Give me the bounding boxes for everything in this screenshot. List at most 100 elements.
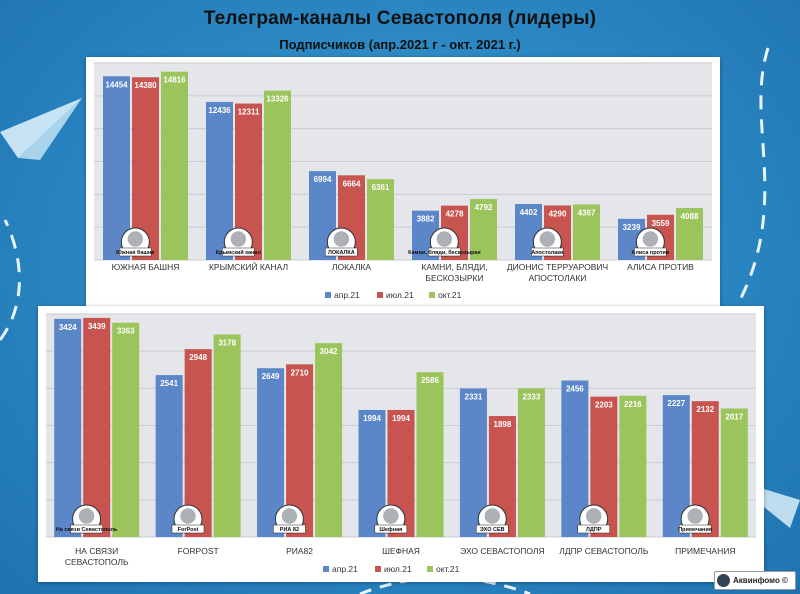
legend-label: апр.21	[332, 564, 358, 574]
avatar-picture-icon	[539, 231, 556, 247]
bar-окт21-2	[367, 179, 394, 260]
page-subtitle: Подписчиков (апр.2021 г - окт. 2021 г.)	[279, 37, 521, 52]
legend-swatch	[323, 566, 329, 572]
category-label: FORPOST	[178, 546, 219, 556]
category-label: НА СВЯЗИ СЕВАСТОПОЛЬ	[65, 546, 129, 567]
data-label: 3178	[218, 339, 236, 348]
data-label: 13326	[266, 95, 289, 104]
data-label: 2331	[465, 392, 483, 401]
bar-окт21-4	[517, 388, 545, 537]
avatar-caption-box	[119, 247, 152, 257]
bar-окт21-1	[213, 334, 241, 537]
avatar-caption: ЛДПР	[586, 527, 602, 533]
avatar-caption: Примечания	[678, 527, 712, 533]
avatar-caption: На связи Севастополь	[56, 527, 118, 533]
avatar-picture-icon	[436, 231, 453, 247]
legend-label: апр.21	[334, 290, 360, 300]
avatar-caption-box	[577, 524, 610, 534]
avatar-caption: ForPost	[178, 527, 199, 533]
legend-swatch	[375, 566, 381, 572]
avatar-picture-icon	[78, 508, 95, 524]
category-label: ШЕФНАЯ	[382, 546, 420, 556]
source-label: Аквинфомо ©	[733, 576, 788, 585]
avatar-caption: Алиса против	[631, 250, 670, 256]
avatar-caption-box	[273, 524, 306, 534]
data-label: 14380	[134, 81, 157, 90]
data-label: 4402	[520, 208, 538, 217]
legend-swatch	[427, 566, 433, 572]
avatar-caption-box	[634, 247, 667, 257]
category-label: АЛИСА ПРОТИВ	[627, 262, 694, 272]
data-label: 3559	[652, 219, 670, 228]
data-label: 4792	[475, 203, 493, 212]
avatar-caption-box	[531, 247, 564, 257]
avatar-picture-icon	[180, 508, 196, 524]
avatar-caption: Апостолаки	[531, 250, 563, 256]
bar-окт21-0	[161, 71, 188, 260]
legend-swatch	[429, 292, 435, 298]
data-label: 1994	[392, 414, 410, 423]
bar-окт21-3	[416, 372, 444, 537]
data-label: 4367	[578, 208, 596, 217]
chart-panel-top: 14454 14380 14816 Южная башня ЮЖНАЯ БАШНЯ 124…	[86, 57, 720, 309]
data-label: 2227	[667, 399, 685, 408]
data-label: 2216	[624, 400, 642, 409]
category-label: ЮЖНАЯ БАШНЯ	[112, 262, 180, 272]
avatar-picture-icon	[127, 231, 144, 247]
bar-окт21-6	[720, 408, 748, 537]
avatar-picture-icon	[333, 231, 350, 247]
data-label: 3424	[59, 323, 77, 332]
bar-окт21-4	[573, 204, 600, 260]
avatar-caption-box	[374, 524, 408, 534]
avatar-picture-icon	[586, 508, 602, 524]
avatar-picture-icon	[484, 508, 500, 524]
page-title: Телеграм-каналы Севастополя (лидеры)	[203, 8, 597, 29]
avatar-caption-box	[476, 524, 509, 534]
bar-окт21-0	[112, 322, 140, 537]
data-label: 1898	[494, 420, 512, 429]
avatar-caption-box	[678, 524, 712, 534]
avatar-caption: Шефная	[379, 526, 402, 533]
data-label: 4088	[681, 212, 699, 221]
data-label: 2541	[160, 379, 178, 388]
avatar-caption-box	[222, 247, 255, 257]
avatar-caption: ЭХО СЕВ	[480, 527, 505, 533]
legend-swatch	[325, 292, 331, 298]
bar-chart-top: 14454 14380 14816 Южная башня ЮЖНАЯ БАШНЯ 124…	[94, 62, 712, 300]
data-label: 3439	[88, 322, 106, 331]
category-label: ДИОНИС ТЕРРУАРОВИЧ АПОСТОЛАКИ	[507, 262, 608, 283]
category-label: ЛДПР СЕВАСТОПОЛЬ	[559, 546, 649, 556]
legend-swatch	[377, 292, 383, 298]
avatar-caption: Южная башня	[116, 249, 154, 256]
avatar-picture-icon	[642, 231, 659, 247]
avatar-caption: РИА 82	[280, 527, 299, 533]
data-label: 4278	[446, 210, 464, 219]
avatar-picture-icon	[281, 508, 298, 524]
category-label: ПРИМЕЧАНИЯ	[675, 546, 735, 556]
data-label: 3239	[623, 223, 641, 232]
bar-окт21-2	[315, 343, 343, 537]
legend-label: июл.21	[386, 290, 414, 300]
avatar-caption-box	[171, 524, 205, 534]
data-label: 2132	[696, 405, 714, 414]
category-label: КАМНИ, БЛЯДИ, БЕСКОЗЫРКИ	[421, 262, 487, 283]
data-label: 6361	[372, 183, 390, 192]
avatar-picture-icon	[687, 508, 703, 524]
avatar-caption-box	[428, 247, 461, 257]
avatar-caption: ЛОКАЛКА	[328, 250, 355, 256]
data-label: 6994	[314, 175, 332, 184]
bar-апр21-0	[54, 318, 82, 537]
avatar-caption: Камни, бляди, бескозырки	[408, 249, 481, 256]
legend-label: окт.21	[438, 290, 462, 300]
avatar-icon	[717, 574, 730, 587]
data-label: 14454	[105, 80, 128, 89]
bar-апр21-0	[103, 76, 130, 260]
source-watermark: Аквинфомо ©	[714, 571, 796, 590]
data-label: 2017	[725, 412, 743, 421]
avatar-caption-box	[325, 247, 358, 257]
chart-panel-bottom: 3424 3439 3363 На связи Севастополь НА СВЯЗИ…	[38, 306, 764, 582]
category-label: ЛОКАЛКА	[332, 262, 372, 272]
bar-июл21-0	[83, 317, 111, 537]
data-label: 2649	[262, 372, 280, 381]
data-label: 3363	[117, 327, 135, 336]
